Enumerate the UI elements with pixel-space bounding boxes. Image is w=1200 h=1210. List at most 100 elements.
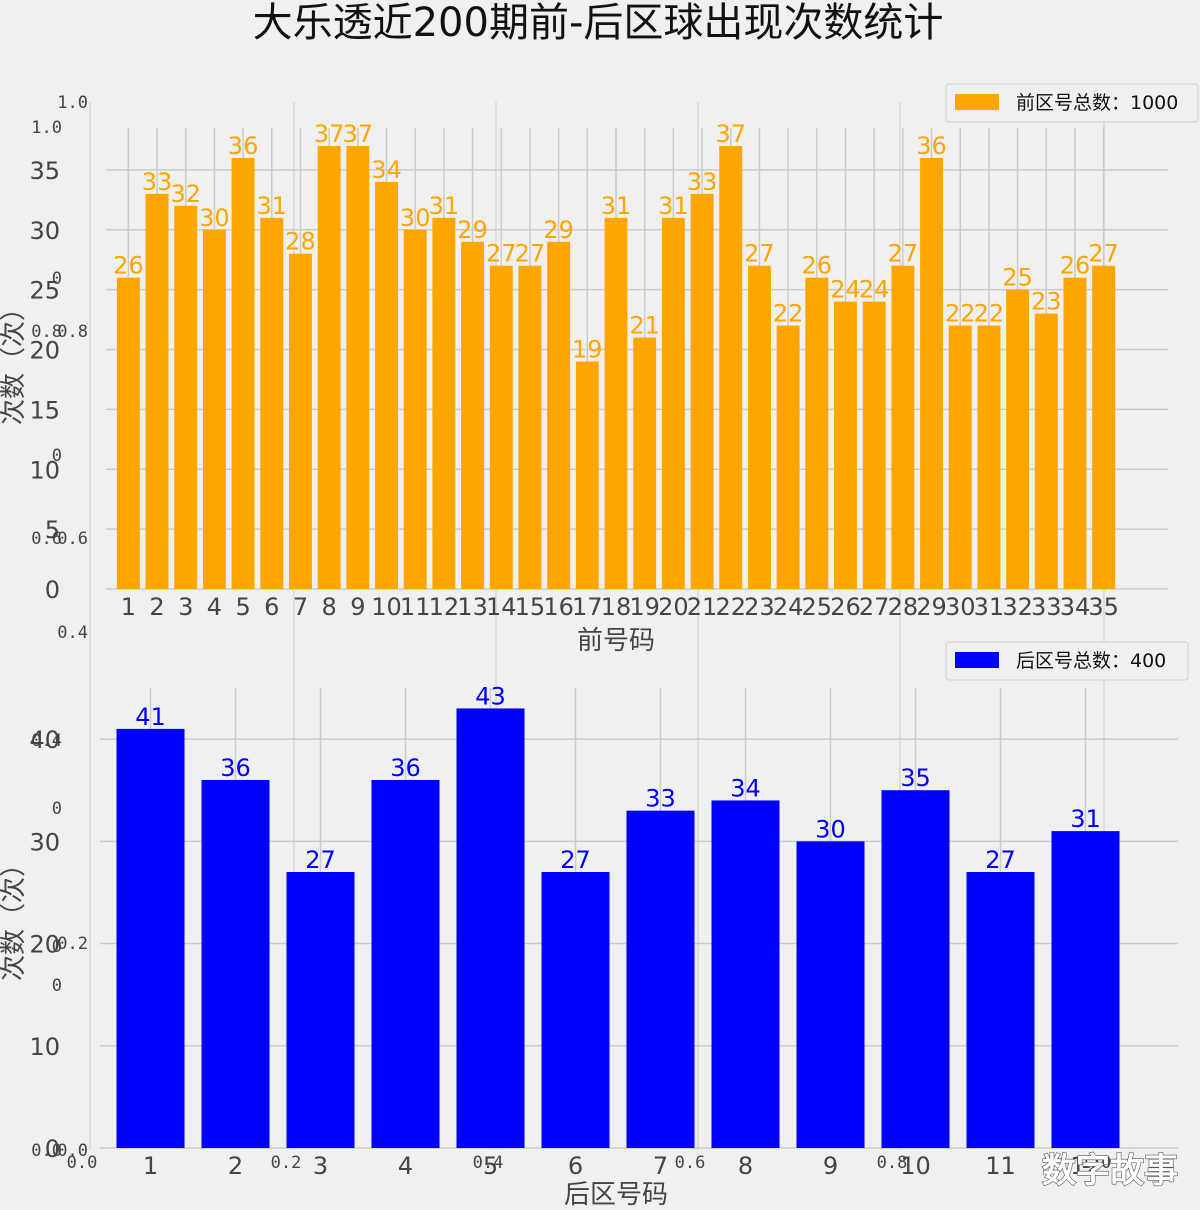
top-x-tick-label: 3 — [178, 593, 193, 621]
bot-x-tick-label: 12 — [1070, 1152, 1101, 1180]
top-x-tick-labels: 1 2 3 4 5 6 7 8 9 1011121314151617181920212223242… — [121, 593, 1119, 621]
top-x-tick-label: 29 — [916, 593, 947, 621]
background-x-tick-label: 1.0 — [1081, 1153, 1112, 1173]
bot-x-tick-label: 11 — [985, 1152, 1016, 1180]
bottom-legend-swatch — [955, 652, 999, 668]
chart-title: 大乐透近200期前-后区球出现次数统计 — [253, 0, 944, 46]
background-y-tick-label: 0.8 — [57, 322, 88, 342]
bottom-legend-box — [945, 641, 1189, 681]
top-bar — [719, 145, 743, 589]
background-y-tick-label: 0.2 — [57, 934, 88, 954]
top-value-label: 31 — [256, 192, 287, 220]
top-x-tick-label: 30 — [945, 593, 976, 621]
top-value-label: 22 — [974, 300, 1005, 328]
top-x-tick-label: 8 — [322, 593, 337, 621]
bot-bar — [541, 872, 610, 1148]
top-bar — [575, 361, 599, 589]
top-bar — [375, 181, 398, 589]
top-value-label: 34 — [371, 156, 402, 184]
top-x-tick-label: 15 — [515, 593, 546, 621]
top-bar — [977, 325, 1001, 589]
top-x-tick-label: 16 — [543, 593, 574, 621]
top-bar — [518, 265, 542, 589]
background-x-tick-label: 0.0 — [67, 1153, 98, 1173]
top-bar — [661, 217, 685, 590]
top-x-axis-label: 前号码 — [577, 626, 655, 656]
top-bars — [116, 145, 1116, 590]
top-value-label: 27 — [515, 240, 546, 268]
top-bar — [489, 265, 513, 589]
bot-value-label: 43 — [475, 682, 506, 710]
bot-bar — [1051, 831, 1120, 1148]
top-bar — [174, 205, 198, 589]
top-bar — [834, 301, 857, 589]
top-y-tick-label: 30 — [29, 217, 60, 245]
top-bar — [432, 217, 456, 590]
top-value-label: 23 — [1031, 288, 1062, 316]
top-value-label: 27 — [486, 240, 517, 268]
top-legend-swatch — [955, 94, 999, 110]
top-value-label: 27 — [888, 240, 919, 268]
background-x-tick-label: 0.8 — [877, 1153, 908, 1173]
top-x-tick-label: 33 — [1031, 593, 1062, 621]
top-value-label: 26 — [1060, 252, 1091, 280]
top-value-label: 22 — [773, 300, 804, 328]
bottom-x-tick-labels: 1 2 3 4 5 6 7 8 9 10 11 12 — [143, 1152, 1101, 1180]
top-bar — [202, 229, 226, 589]
bottom-bars — [116, 708, 1120, 1148]
top-x-tick-label: 2 — [149, 593, 164, 621]
background-inner-tick-label: 0 — [52, 937, 62, 957]
top-legend: 前区号总数：1000 — [945, 83, 1199, 123]
top-value-label: 29 — [457, 216, 488, 244]
bot-x-tick-label: 8 — [738, 1152, 753, 1180]
bot-value-label: 35 — [900, 764, 931, 792]
top-value-label: 29 — [543, 216, 574, 244]
top-x-tick-label: 5 — [235, 593, 250, 621]
top-bar — [288, 253, 312, 589]
top-bar — [1006, 289, 1030, 589]
top-value-label: 26 — [113, 252, 144, 280]
top-bar — [461, 241, 485, 590]
top-value-label: 37 — [314, 120, 345, 148]
top-x-tick-label: 23 — [744, 593, 775, 621]
top-y-tick-label: 10 — [29, 456, 60, 484]
bot-value-label: 36 — [220, 754, 251, 782]
background-inner-tick-label: 0 — [52, 269, 62, 289]
top-value-label: 36 — [228, 132, 259, 160]
top-value-label: 28 — [285, 228, 316, 256]
bot-bar — [711, 800, 780, 1148]
top-bar — [1092, 265, 1116, 589]
bot-bar — [796, 841, 865, 1148]
top-y-tick-label: 5 — [45, 516, 60, 544]
background-x-tick-label: 0.4 — [473, 1153, 504, 1173]
background-inner-tick-label: 0 — [52, 976, 62, 996]
top-bar — [776, 325, 800, 589]
top-value-label: 30 — [199, 204, 230, 232]
top-bar — [547, 241, 571, 590]
bottom-value-labels: 41 36 27 36 43 27 33 34 30 35 27 31 — [135, 682, 1101, 874]
bot-bar — [371, 780, 440, 1148]
background-inner-tick-label: 0.4 — [31, 731, 62, 751]
bot-bar — [966, 872, 1035, 1148]
top-value-label: 27 — [744, 240, 775, 268]
bottom-legend-label: 后区号总数：400 — [1016, 650, 1166, 672]
top-bar — [920, 157, 944, 589]
top-x-tick-label: 25 — [802, 593, 833, 621]
background-inner-tick-label: 0.8 — [31, 322, 62, 342]
background-inner-tick-label: 0 — [52, 446, 62, 466]
top-legend-box — [945, 83, 1199, 123]
background-x-tick-label: 0.2 — [271, 1153, 302, 1173]
top-x-tick-label: 35 — [1088, 593, 1119, 621]
top-bar — [690, 193, 714, 589]
bot-value-label: 33 — [645, 785, 676, 813]
top-bar — [116, 277, 140, 589]
bot-value-label: 27 — [305, 846, 336, 874]
top-value-label: 21 — [629, 312, 660, 340]
top-x-tick-label: 34 — [1060, 593, 1091, 621]
top-y-tick-label: 20 — [29, 337, 60, 365]
top-bar — [891, 265, 915, 589]
background-y-tick-label: 0.6 — [57, 529, 88, 549]
top-x-tick-label: 6 — [264, 593, 279, 621]
bot-y-tick-label: 10 — [29, 1033, 60, 1061]
